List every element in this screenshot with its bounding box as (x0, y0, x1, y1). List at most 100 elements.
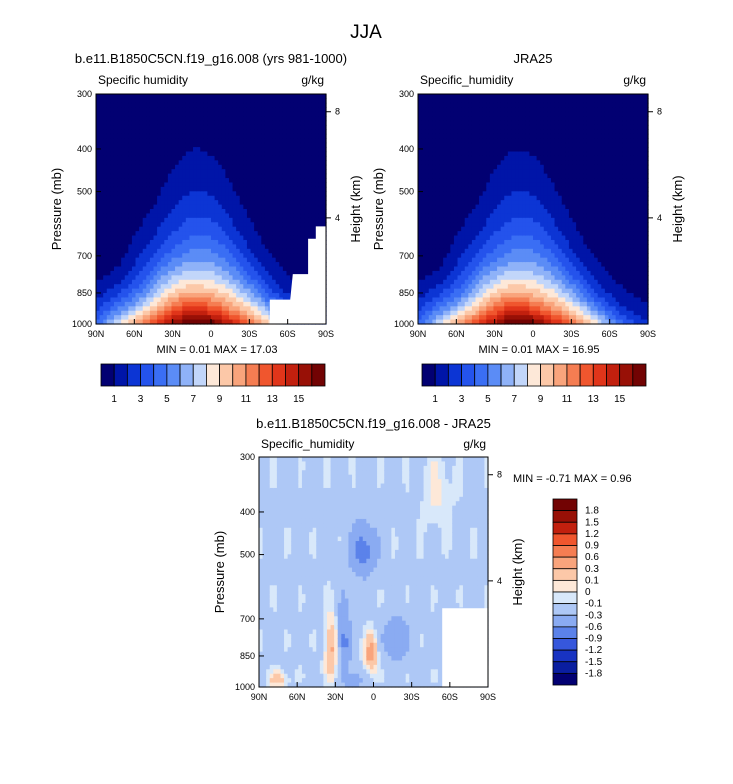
field-cell (453, 204, 459, 210)
field-cell (185, 288, 191, 294)
field-cell (117, 191, 122, 197)
field-cell (236, 222, 241, 228)
field-cell (196, 319, 201, 325)
field-cell (497, 182, 502, 188)
field-cell (468, 297, 473, 303)
field-cell (228, 191, 234, 197)
field-cell (214, 209, 219, 215)
field-cell (135, 133, 140, 139)
field-cell (315, 169, 320, 175)
field-cell (232, 200, 237, 206)
field-cell (435, 186, 441, 192)
field-cell (171, 98, 176, 104)
field-cell (293, 151, 298, 157)
field-cell (189, 222, 194, 228)
field-cell (225, 226, 230, 232)
field-cell (425, 186, 430, 192)
field-cell (282, 191, 288, 197)
field-cell (214, 94, 219, 100)
field-cell (135, 244, 140, 250)
field-cell (297, 270, 302, 276)
field-cell (196, 239, 201, 245)
field-cell (171, 213, 176, 219)
field-cell (124, 235, 129, 241)
field-cell (482, 138, 487, 144)
colorbar-swatch (100, 363, 115, 387)
field-cell (167, 142, 173, 148)
field-cell (272, 244, 277, 250)
field-cell (96, 288, 101, 294)
field-cell (221, 279, 226, 285)
field-cell (264, 310, 270, 316)
field-cell (257, 239, 262, 245)
field-cell (493, 173, 498, 179)
field-cell (117, 213, 122, 219)
field-cell (282, 133, 288, 139)
field-cell (207, 182, 212, 188)
field-cell (497, 160, 502, 166)
field-cell (218, 297, 223, 303)
field-cell (239, 147, 244, 153)
field-cell (189, 270, 194, 276)
field-cell (131, 253, 137, 259)
field-cell (279, 257, 284, 263)
field-cell (461, 209, 466, 215)
field-cell (318, 102, 323, 108)
field-cell (96, 147, 101, 153)
field-cell (185, 262, 191, 268)
field-cell (272, 111, 277, 117)
field-cell (515, 129, 520, 135)
field-cell (113, 293, 119, 299)
field-cell (121, 111, 126, 117)
field-cell (261, 191, 266, 197)
field-cell (99, 142, 104, 148)
field-cell (146, 235, 151, 241)
field-cell (435, 107, 441, 113)
field-cell (471, 164, 477, 170)
field-cell (457, 270, 462, 276)
field-cell (264, 94, 270, 100)
field-cell (450, 284, 455, 290)
field-cell (171, 164, 176, 170)
field-cell (99, 209, 104, 215)
field-cell (103, 244, 108, 250)
field-cell (221, 204, 226, 210)
field-cell (207, 129, 212, 135)
field-cell (139, 173, 144, 179)
field-cell (175, 164, 180, 170)
field-cell (218, 111, 223, 117)
field-cell (243, 191, 248, 197)
field-cell (279, 147, 284, 153)
field-cell (421, 195, 426, 201)
field-cell (193, 319, 198, 325)
field-cell (221, 239, 226, 245)
field-cell (196, 226, 201, 232)
field-cell (439, 244, 444, 250)
field-cell (203, 310, 208, 316)
field-cell (471, 94, 477, 100)
field-cell (246, 129, 252, 135)
field-cell (522, 129, 527, 135)
field-cell (243, 244, 248, 250)
field-cell (486, 244, 491, 250)
field-cell (160, 182, 165, 188)
field-cell (293, 217, 298, 223)
field-cell (525, 129, 530, 135)
field-cell (185, 319, 191, 325)
field-cell (446, 169, 451, 175)
field-cell (257, 173, 262, 179)
field-cell (239, 111, 244, 117)
field-cell (493, 213, 498, 219)
field-cell (110, 239, 115, 245)
field-cell (439, 279, 444, 285)
field-cell (297, 244, 302, 250)
field-cell (515, 133, 520, 139)
field-cell (246, 297, 252, 303)
field-cell (164, 191, 169, 197)
field-cell (286, 217, 291, 223)
field-cell (507, 248, 513, 254)
field-cell (246, 270, 252, 276)
field-cell (300, 195, 306, 201)
field-cell (450, 270, 455, 276)
field-cell (261, 231, 266, 237)
